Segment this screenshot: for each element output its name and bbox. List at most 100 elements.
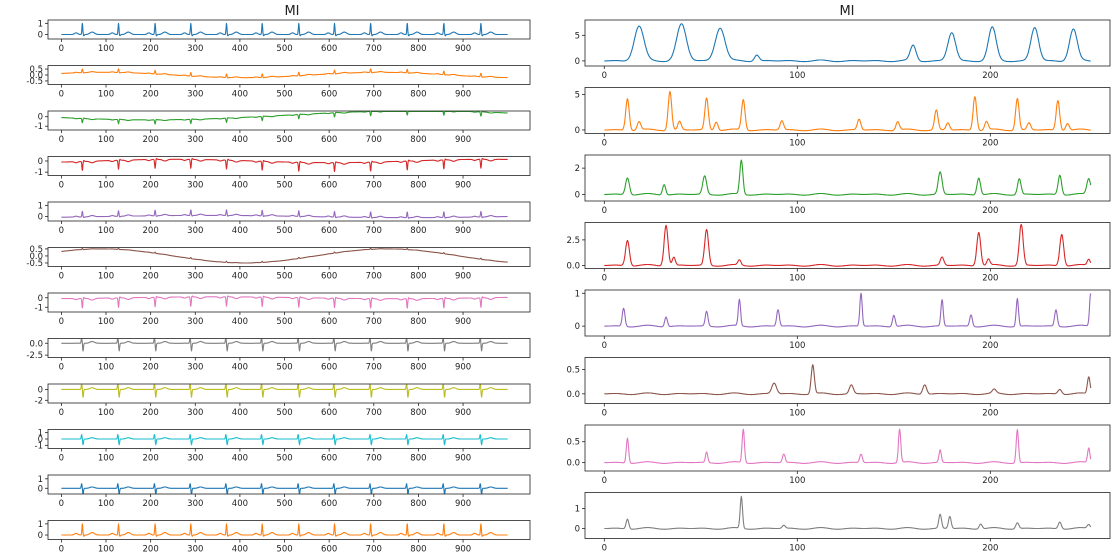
x-tick-label: 200: [982, 71, 998, 81]
y-tick-label: 0.0: [29, 71, 43, 81]
x-tick-label: 600: [321, 454, 337, 464]
x-tick-label: 200: [982, 476, 998, 486]
x-tick-label: 600: [321, 499, 337, 509]
ecg-lead-panel: 0-10 100 200 300 400 500 600 700 800 900: [35, 156, 531, 191]
y-tick-label: 0.0: [29, 252, 43, 262]
x-tick-label: 300: [187, 408, 203, 418]
x-tick-label: 900: [455, 499, 471, 509]
x-tick-label: 100: [98, 454, 114, 464]
x-tick-label: 100: [98, 408, 114, 418]
x-tick-label: 400: [232, 408, 248, 418]
x-tick-label: 500: [276, 408, 292, 418]
x-tick-label: 500: [276, 499, 292, 509]
y-tick-label: -2: [35, 396, 43, 406]
x-tick-label: 600: [321, 181, 337, 191]
x-tick-label: 700: [366, 317, 382, 327]
x-tick-label: 100: [789, 274, 805, 284]
x-tick-label: 200: [982, 274, 998, 284]
y-tick-label: -1: [35, 303, 43, 313]
x-tick-label: 500: [276, 363, 292, 373]
axes-frame: [47, 338, 531, 358]
y-tick-label: 0.5: [29, 245, 43, 255]
axes-frame: [584, 424, 1111, 472]
x-tick-label: 400: [232, 181, 248, 191]
x-tick-label: 500: [276, 44, 292, 54]
x-tick-label: 900: [455, 545, 471, 555]
x-tick-label: 100: [98, 272, 114, 282]
y-tick-label: 0: [38, 484, 43, 494]
ecg-lead-panel: 0.50.0-0.5 0 100 200 300 400 500 600 700 800 900: [26, 65, 531, 100]
x-tick-label: 600: [321, 44, 337, 54]
y-tick-label: 1: [575, 289, 580, 299]
x-tick-label: 0: [59, 454, 64, 464]
x-tick-label: 0: [59, 317, 64, 327]
x-tick-label: 900: [455, 272, 471, 282]
x-tick-label: 100: [789, 341, 805, 351]
axes-frame: [584, 222, 1111, 269]
y-tick-label: 0: [575, 190, 580, 200]
axes-frame: [47, 383, 531, 404]
y-tick-label: 0: [38, 435, 43, 445]
y-tick-label: 0: [575, 322, 580, 332]
y-tick-label: 0.5: [566, 438, 580, 448]
x-tick-label: 700: [366, 272, 382, 282]
x-tick-label: 200: [143, 545, 159, 555]
x-tick-label: 800: [410, 135, 426, 145]
x-tick-label: 400: [232, 363, 248, 373]
x-tick-label: 100: [789, 139, 805, 149]
y-tick-label: 0.0: [566, 390, 580, 400]
signal-line: [61, 523, 509, 537]
x-tick-label: 200: [143, 90, 159, 100]
ecg-lead-panel: 0-20 100 200 300 400 500 600 700 800 900: [35, 383, 531, 418]
y-tick-label: 0.0: [566, 459, 580, 469]
x-tick-label: 200: [982, 206, 998, 216]
x-tick-label: 300: [187, 363, 203, 373]
x-tick-label: 900: [455, 90, 471, 100]
y-tick-label: 0: [575, 57, 580, 67]
x-tick-label: 200: [143, 181, 159, 191]
x-tick-label: 800: [410, 408, 426, 418]
axes-frame: [47, 156, 531, 176]
x-tick-label: 200: [143, 499, 159, 509]
y-tick-label: 0: [38, 385, 43, 395]
x-tick-label: 0: [59, 363, 64, 373]
y-tick-label: 0: [38, 113, 43, 123]
signal-line: [61, 157, 509, 173]
x-tick-label: 400: [232, 44, 248, 54]
x-tick-label: 900: [455, 135, 471, 145]
x-tick-label: 100: [98, 135, 114, 145]
x-tick-label: 900: [455, 408, 471, 418]
x-tick-label: 100: [98, 226, 114, 236]
x-tick-label: 300: [187, 545, 203, 555]
y-tick-label: 1: [575, 505, 580, 515]
x-tick-label: 200: [982, 341, 998, 351]
x-tick-label: 200: [982, 544, 998, 554]
y-tick-label: 0: [38, 531, 43, 541]
ecg-lead-panel: 0-10 100 200 300 400 500 600 700 800 900: [35, 110, 531, 145]
x-tick-label: 100: [98, 44, 114, 54]
x-tick-label: 300: [187, 135, 203, 145]
x-tick-label: 0: [59, 44, 64, 54]
y-tick-label: 1: [38, 201, 43, 211]
x-tick-label: 0: [59, 181, 64, 191]
x-tick-label: 700: [366, 90, 382, 100]
x-tick-label: 300: [187, 44, 203, 54]
axes-frame: [584, 357, 1111, 404]
y-tick-label: -0.5: [26, 77, 43, 87]
x-tick-label: 400: [232, 545, 248, 555]
x-tick-label: 100: [98, 363, 114, 373]
y-tick-label: 0.0: [29, 339, 43, 349]
signal-line: [61, 247, 509, 264]
x-tick-label: 700: [366, 454, 382, 464]
spectrum-panel: 200 100 200: [575, 154, 1111, 216]
x-tick-label: 400: [232, 272, 248, 282]
signal-line: [604, 495, 1092, 530]
x-tick-label: 700: [366, 226, 382, 236]
y-tick-label: 0: [38, 294, 43, 304]
axes-frame: [584, 492, 1111, 539]
x-tick-label: 0: [602, 274, 607, 284]
signal-line: [61, 68, 509, 79]
x-tick-label: 700: [366, 363, 382, 373]
x-tick-label: 200: [143, 363, 159, 373]
y-tick-label: 5: [575, 31, 580, 41]
